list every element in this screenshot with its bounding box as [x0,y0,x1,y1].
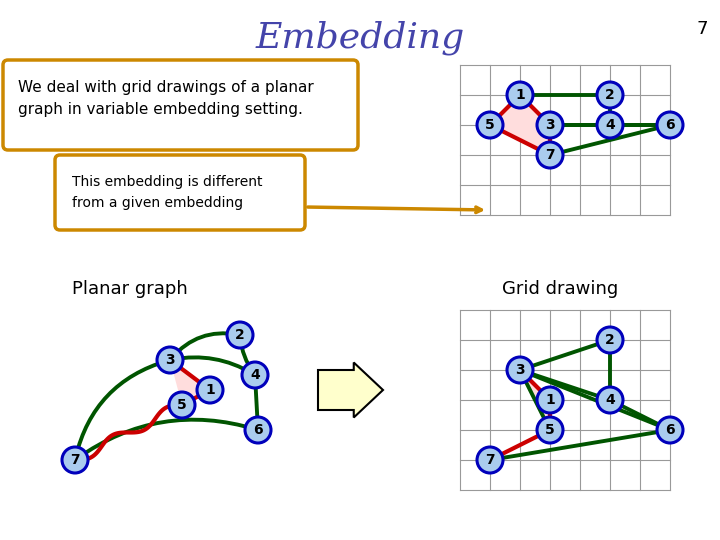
Text: We deal with grid drawings of a planar
graph in variable embedding setting.: We deal with grid drawings of a planar g… [18,80,314,117]
Circle shape [597,327,623,353]
Text: 1: 1 [545,393,555,407]
Circle shape [597,387,623,413]
Text: 4: 4 [605,118,615,132]
Circle shape [62,447,88,473]
Circle shape [597,82,623,108]
Circle shape [507,82,533,108]
Text: 2: 2 [605,333,615,347]
Circle shape [657,417,683,443]
Circle shape [657,112,683,138]
Polygon shape [520,370,550,430]
Circle shape [477,112,503,138]
Circle shape [242,362,268,388]
Text: 7: 7 [696,20,708,38]
Text: 3: 3 [516,363,525,377]
Circle shape [227,322,253,348]
Circle shape [197,377,223,403]
Text: 2: 2 [235,328,245,342]
Text: 4: 4 [250,368,260,382]
Text: 6: 6 [665,118,675,132]
Text: 7: 7 [70,453,80,467]
FancyBboxPatch shape [3,60,358,150]
Text: 7: 7 [485,453,495,467]
Text: 2: 2 [605,88,615,102]
Polygon shape [318,362,383,417]
Text: This embedding is different
from a given embedding: This embedding is different from a given… [72,175,263,210]
Circle shape [157,347,183,373]
Text: 5: 5 [545,423,555,437]
Text: 5: 5 [485,118,495,132]
Circle shape [537,142,563,168]
Circle shape [537,387,563,413]
Polygon shape [490,95,550,155]
Circle shape [245,417,271,443]
Circle shape [537,112,563,138]
Circle shape [477,447,503,473]
Text: 3: 3 [545,118,555,132]
Text: 3: 3 [165,353,175,367]
Text: Embedding: Embedding [256,21,464,55]
Circle shape [537,417,563,443]
Text: 4: 4 [605,393,615,407]
Circle shape [169,392,195,418]
Text: 5: 5 [177,398,187,412]
Text: 6: 6 [253,423,263,437]
Polygon shape [170,360,210,405]
Circle shape [507,357,533,383]
Text: Grid drawing: Grid drawing [502,280,618,298]
Text: 6: 6 [665,423,675,437]
Text: 1: 1 [515,88,525,102]
Text: Planar graph: Planar graph [72,280,188,298]
Circle shape [597,112,623,138]
Text: 7: 7 [545,148,555,162]
Text: 1: 1 [205,383,215,397]
FancyBboxPatch shape [55,155,305,230]
